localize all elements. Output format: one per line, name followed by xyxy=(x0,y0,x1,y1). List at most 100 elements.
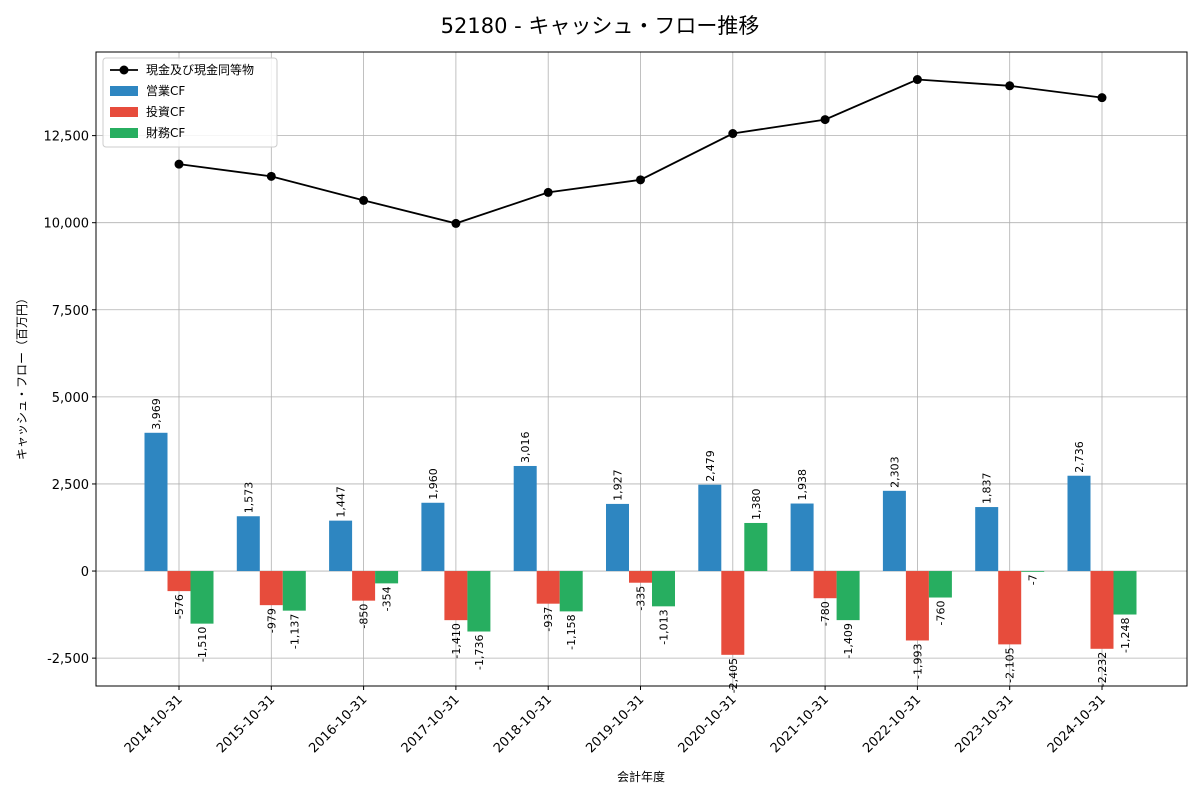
x-axis: 2014-10-31 2015-10-31 2016-10-31 2017-10-31… xyxy=(122,686,1109,756)
bar-value-label: -1,993 xyxy=(911,643,924,678)
x-axis-label: 会計年度 xyxy=(617,769,665,784)
legend-label: 財務CF xyxy=(146,125,185,140)
cash-point xyxy=(451,218,461,228)
legend-swatch xyxy=(110,128,138,138)
cash-point xyxy=(174,159,184,169)
x-tick-label: 2023-10-31 xyxy=(952,692,1016,756)
x-tick-label: 2022-10-31 xyxy=(860,692,924,756)
cash-point xyxy=(728,129,738,139)
bar xyxy=(352,571,376,601)
bar xyxy=(836,571,860,621)
bar xyxy=(790,503,814,572)
cash-point xyxy=(1097,93,1107,103)
bar xyxy=(998,571,1022,645)
y-axis-label: キャッシュ・フロー（百万円） xyxy=(15,292,29,460)
bar xyxy=(698,484,722,572)
x-tick-label: 2019-10-31 xyxy=(583,692,647,756)
bar-value-label: -1,137 xyxy=(288,614,301,649)
plot-area-frame xyxy=(95,51,1188,687)
bar xyxy=(606,503,629,572)
legend-marker xyxy=(119,65,129,75)
bar-value-label: 1,960 xyxy=(427,468,440,500)
x-tick-label: 2017-10-31 xyxy=(399,692,463,756)
bar-value-label: -576 xyxy=(173,594,186,619)
bar-value-label: 1,938 xyxy=(796,469,809,501)
bar-value-label: -1,736 xyxy=(473,635,486,670)
chart-title: 52180 - キャッシュ・フロー推移 xyxy=(441,14,760,38)
bar-value-label: -2,105 xyxy=(1004,647,1017,682)
y-tick-label: 0 xyxy=(81,565,89,580)
bar-value-label: -780 xyxy=(819,601,832,626)
bar xyxy=(144,432,168,572)
bar-value-label: 1,927 xyxy=(612,469,625,501)
legend-label: 現金及び現金同等物 xyxy=(146,62,254,77)
bar-value-label: -7 xyxy=(1027,574,1040,585)
x-tick-label: 2021-10-31 xyxy=(768,692,832,756)
y-tick-label: 2,500 xyxy=(52,478,89,493)
bar-value-label: 1,573 xyxy=(242,482,255,514)
bar xyxy=(1021,571,1045,572)
bar xyxy=(905,571,929,641)
bar-value-label: -1,013 xyxy=(658,609,671,644)
bar xyxy=(375,571,399,584)
bar-value-label: 1,837 xyxy=(981,473,994,505)
legend-label: 投資CF xyxy=(146,104,185,119)
bar xyxy=(721,571,745,655)
bar xyxy=(928,571,952,598)
bar-value-label: -850 xyxy=(358,604,371,629)
legend-box xyxy=(102,57,278,148)
bar xyxy=(1113,571,1137,615)
bar xyxy=(813,571,837,599)
cash-point xyxy=(912,75,922,85)
bar xyxy=(744,522,768,572)
line-layer xyxy=(174,75,1107,228)
bar xyxy=(467,571,491,632)
bar-value-label: -1,410 xyxy=(450,623,463,658)
bar-value-label: 3,016 xyxy=(519,431,532,463)
x-tick-label: 2016-10-31 xyxy=(306,692,370,756)
bar xyxy=(536,571,560,604)
bar-value-label: 1,380 xyxy=(750,488,763,520)
bar xyxy=(421,502,445,572)
bar xyxy=(329,520,353,572)
cash-point xyxy=(820,115,830,125)
y-tick-label: 10,000 xyxy=(44,217,90,232)
bars-layer xyxy=(144,432,1137,655)
bar-value-label: -2,232 xyxy=(1096,652,1109,687)
x-tick-label: 2020-10-31 xyxy=(676,692,740,756)
x-tick-label: 2015-10-31 xyxy=(214,692,278,756)
bar-value-label: 1,447 xyxy=(335,486,348,518)
y-tick-label: -2,500 xyxy=(47,652,89,667)
legend-label: 営業CF xyxy=(146,84,185,98)
bar-value-label: -760 xyxy=(934,601,947,626)
bar xyxy=(1067,475,1091,572)
bar xyxy=(190,571,214,624)
y-tick-label: 7,500 xyxy=(52,304,89,319)
bar-value-label: -1,409 xyxy=(842,623,855,658)
y-tick-label: 5,000 xyxy=(52,391,89,406)
bar xyxy=(444,571,468,621)
bar xyxy=(652,571,675,607)
cash-point xyxy=(636,175,645,185)
bar xyxy=(629,571,652,583)
x-tick-label: 2018-10-31 xyxy=(491,692,555,756)
bar xyxy=(282,571,306,611)
bar xyxy=(259,571,283,606)
bar-value-label: -979 xyxy=(265,608,278,633)
bar-value-label: -354 xyxy=(381,586,394,611)
cash-point xyxy=(266,171,276,181)
bar-value-label: -335 xyxy=(635,586,648,611)
bar-value-label: 2,736 xyxy=(1073,441,1086,473)
bar-value-label: 3,969 xyxy=(150,398,163,430)
x-tick-label: 2014-10-31 xyxy=(122,692,186,756)
bar xyxy=(167,571,191,592)
y-axis: -2,500 0 2,500 5,000 7,500 10,000 12,500 xyxy=(44,130,96,667)
bar-value-label: 2,303 xyxy=(888,456,901,488)
bar-value-label: -2,405 xyxy=(727,658,740,693)
cash-point xyxy=(543,187,553,197)
bar xyxy=(975,507,999,572)
cash-point xyxy=(359,195,369,205)
bar-value-label: -1,510 xyxy=(196,627,209,662)
